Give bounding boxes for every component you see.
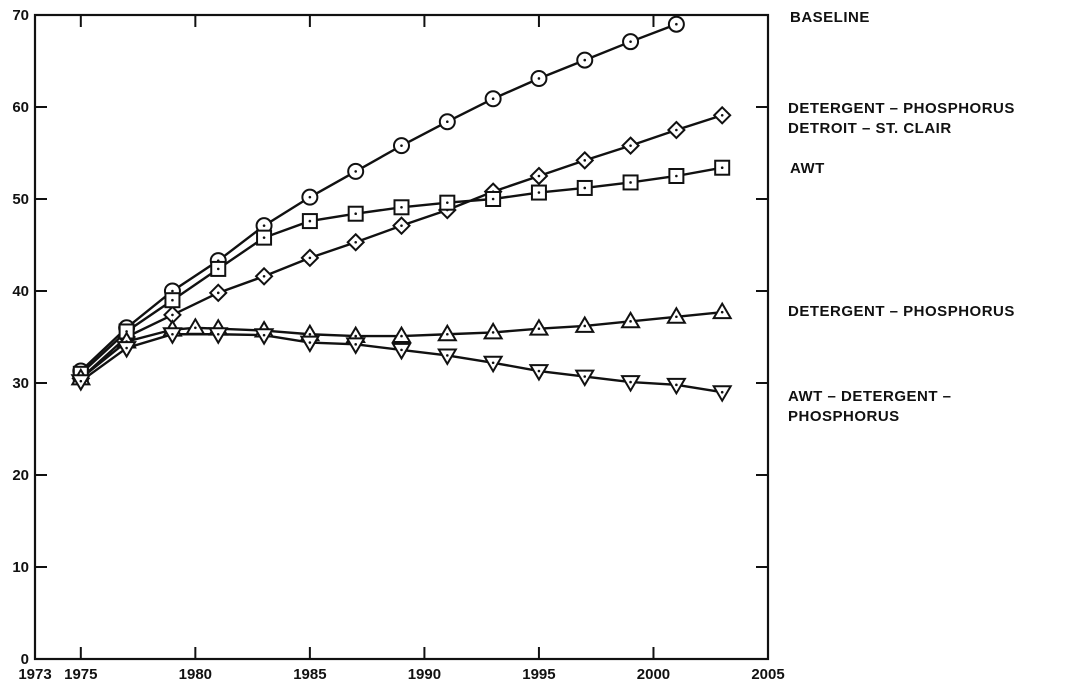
marker-center-dot [171, 332, 174, 336]
marker-center-dot [583, 58, 587, 62]
marker-center-dot [491, 197, 495, 201]
marker-center-dot [583, 324, 587, 328]
x-tick-label: 2000 [637, 666, 670, 683]
x-tick-label: 2005 [751, 666, 784, 683]
series-label-awt: AWT [790, 160, 825, 177]
marker-center-dot [308, 195, 312, 199]
marker-center-dot [446, 332, 449, 336]
series-markers [70, 15, 733, 403]
marker-center-dot [629, 181, 632, 184]
marker-center-dot [629, 144, 632, 147]
marker-center-dot [354, 240, 357, 244]
plot-frame [33, 13, 770, 661]
marker-center-dot [491, 331, 495, 334]
marker-center-dot [216, 267, 220, 271]
x-tick-label: 1980 [179, 666, 212, 683]
series-markers-detergent-detroit [71, 105, 732, 388]
marker-center-dot [308, 256, 312, 260]
marker-center-dot [171, 289, 174, 293]
x-tick-label: 1995 [522, 666, 555, 683]
y-tick-label: 0 [21, 651, 29, 668]
marker-center-dot [400, 224, 403, 227]
marker-center-dot [308, 341, 312, 344]
marker-center-dot [720, 390, 724, 394]
marker-center-dot [308, 219, 312, 223]
y-tick-label: 70 [12, 7, 29, 24]
marker-center-dot [171, 313, 174, 317]
marker-center-dot [629, 320, 632, 323]
series-label-awt-detergent: AWT – DETERGENT – [788, 388, 952, 405]
marker-center-dot [629, 40, 632, 43]
series-label-awt-detergent: PHOSPHORUS [788, 408, 900, 425]
marker-center-dot [216, 332, 220, 336]
marker-center-dot [400, 205, 403, 209]
marker-center-dot [171, 298, 174, 302]
marker-center-dot [675, 128, 678, 132]
series-label-baseline: BASELINE [790, 9, 870, 26]
marker-center-dot [629, 380, 632, 384]
marker-center-dot [262, 224, 266, 227]
marker-center-dot [446, 354, 449, 357]
x-tick-label: 1975 [64, 666, 97, 683]
marker-center-dot [400, 144, 403, 147]
y-tick-label: 10 [12, 559, 29, 576]
marker-center-dot [400, 348, 403, 352]
series-labels: BASELINE DETERGENT – PHOSPHORUS DETROIT – … [788, 9, 1015, 425]
x-tick-label: 1973 [18, 666, 51, 683]
marker-center-dot [537, 369, 541, 373]
series-markers-awt [72, 159, 731, 382]
marker-center-dot [491, 361, 495, 365]
marker-center-dot [216, 291, 220, 295]
marker-center-dot [537, 327, 541, 331]
marker-center-dot [720, 113, 724, 117]
marker-center-dot [262, 274, 266, 278]
marker-center-dot [537, 77, 541, 80]
marker-center-dot [675, 315, 678, 319]
marker-center-dot [400, 334, 403, 338]
series-label-detergent: DETERGENT – PHOSPHORUS [788, 303, 1015, 320]
marker-center-dot [446, 201, 449, 204]
marker-center-dot [720, 166, 724, 170]
marker-center-dot [675, 22, 678, 26]
series-markers-awt-detergent [70, 327, 733, 403]
marker-center-dot [675, 383, 678, 387]
marker-center-dot [537, 191, 541, 194]
marker-center-dot [308, 332, 312, 336]
marker-center-dot [354, 334, 357, 338]
marker-center-dot [125, 346, 128, 350]
marker-center-dot [262, 333, 266, 337]
marker-center-dot [446, 120, 449, 124]
marker-center-dot [79, 379, 83, 383]
y-tick-label: 40 [12, 283, 29, 300]
series-label-detergent-detroit: DETROIT – ST. CLAIR [788, 120, 952, 137]
marker-center-dot [583, 375, 587, 378]
y-tick-label: 20 [12, 467, 29, 484]
series-line-detergent [80, 310, 723, 380]
chart-axes: 0 10 20 30 40 50 60 70 1973 1975 1980 1985 1990 1995 2… [12, 7, 784, 683]
marker-center-dot [583, 159, 587, 162]
marker-center-dot [194, 326, 197, 330]
marker-center-dot [354, 343, 357, 346]
y-tick-label: 60 [12, 99, 29, 116]
x-tick-label: 1985 [293, 666, 326, 683]
marker-center-dot [354, 170, 357, 173]
marker-center-dot [262, 236, 266, 239]
marker-center-dot [537, 174, 541, 178]
x-tick-label: 1990 [408, 666, 441, 683]
y-tick-label: 30 [12, 375, 29, 392]
marker-center-dot [583, 186, 587, 190]
series-label-detergent-detroit: DETERGENT – PHOSPHORUS [788, 100, 1015, 117]
marker-center-dot [720, 310, 724, 314]
marker-center-dot [491, 97, 495, 101]
marker-center-dot [675, 174, 678, 178]
marker-center-dot [354, 212, 357, 216]
y-tick-label: 50 [12, 191, 29, 208]
